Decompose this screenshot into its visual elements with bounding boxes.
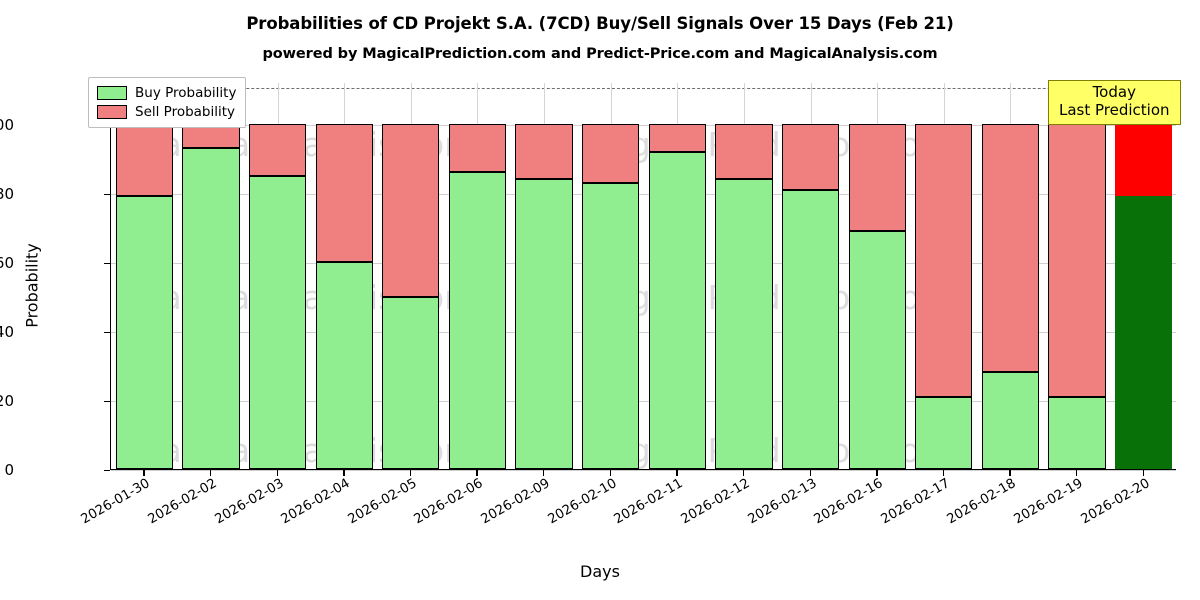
bar-segment-buy[interactable] [848, 230, 906, 469]
bar-segment-sell[interactable] [915, 124, 973, 397]
bar-2026-02-11[interactable] [648, 82, 706, 469]
bar-segment-sell[interactable] [582, 124, 640, 183]
y-axis-tick-80: 80 [0, 185, 14, 203]
gridline-y-100 [111, 125, 1176, 126]
y-axis-tickmark-0 [104, 470, 110, 472]
bar-segment-buy[interactable] [182, 148, 240, 469]
bar-2026-02-16[interactable] [848, 82, 906, 469]
legend: Buy Probability Sell Probability [88, 77, 247, 128]
gridline-y-20 [111, 401, 1176, 402]
bar-2026-02-17[interactable] [915, 82, 973, 469]
bar-segment-sell[interactable] [715, 124, 773, 180]
bar-2026-02-04[interactable] [315, 82, 373, 469]
x-axis-tickmark-2026-02-16 [876, 470, 878, 476]
bar-segment-buy[interactable] [315, 262, 373, 469]
bar-2026-02-18[interactable] [981, 82, 1040, 469]
x-axis-tickmark-2026-02-20 [1142, 470, 1145, 476]
x-axis-label: Days [580, 562, 620, 581]
bar-segment-buy[interactable] [448, 172, 507, 469]
legend-swatch-sell-icon [97, 104, 127, 119]
bar-segment-sell[interactable] [1048, 124, 1106, 397]
bar-segment-sell[interactable] [648, 124, 706, 152]
bar-segment-buy[interactable] [781, 189, 840, 469]
bar-2026-02-02[interactable] [182, 82, 240, 469]
bar-segment-sell[interactable] [848, 124, 906, 231]
bar-segment-buy[interactable] [915, 396, 973, 469]
bar-segment-buy[interactable] [981, 372, 1040, 469]
x-axis-tickmark-2026-02-05 [409, 470, 412, 476]
legend-item-buy: Buy Probability [97, 83, 236, 102]
y-axis-tick-20: 20 [0, 392, 14, 410]
bar-2026-01-30[interactable] [115, 82, 173, 469]
bar-segment-sell[interactable] [382, 124, 440, 297]
x-axis-tickmark-2026-02-02 [209, 470, 212, 476]
chart-subtitle: powered by MagicalPrediction.com and Pre… [262, 46, 938, 62]
x-axis-tickmark-2026-02-04 [343, 470, 345, 476]
bar-segment-sell[interactable] [248, 124, 307, 176]
bar-2026-02-13[interactable] [781, 82, 840, 469]
bar-2026-02-05[interactable] [382, 82, 440, 469]
x-axis-tickmark-2026-02-11 [676, 470, 678, 476]
y-axis-tickmark-20 [104, 401, 110, 403]
today-annotation-line1: Today [1092, 83, 1136, 101]
gridline-y-0 [111, 470, 1176, 471]
bar-segment-buy[interactable] [248, 175, 307, 469]
y-axis-tickmark-40 [104, 332, 110, 334]
bar-segment-buy[interactable] [582, 182, 640, 469]
x-axis-tickmark-2026-02-19 [1076, 470, 1078, 476]
legend-label-buy: Buy Probability [135, 84, 237, 101]
bar-segment-sell[interactable] [515, 124, 573, 180]
bar-2026-02-10[interactable] [582, 82, 640, 469]
x-axis-tickmark-2026-02-03 [276, 470, 278, 476]
x-axis-tickmark-2026-02-06 [476, 470, 478, 476]
bar-2026-02-06[interactable] [448, 82, 507, 469]
bar-segment-buy[interactable] [1048, 396, 1106, 469]
x-axis-tickmark-2026-02-18 [1009, 470, 1011, 476]
bar-segment-buy[interactable] [115, 196, 173, 469]
x-axis-tickmark-2026-02-17 [942, 470, 945, 476]
y-axis-tick-40: 40 [0, 323, 14, 341]
y-axis-tick-0: 0 [4, 461, 14, 479]
today-annotation-box: Today Last Prediction [1048, 80, 1181, 126]
gridline-top-dashed [111, 88, 1176, 89]
bar-segment-sell[interactable] [781, 124, 840, 190]
bar-segment-sell[interactable] [981, 124, 1040, 373]
legend-label-sell: Sell Probability [135, 103, 236, 120]
bar-segment-sell[interactable] [448, 124, 507, 173]
x-axis-tickmark-2026-02-12 [742, 470, 745, 476]
legend-item-sell: Sell Probability [97, 102, 236, 121]
bar-2026-02-12[interactable] [715, 82, 773, 469]
x-axis-tickmark-2026-01-30 [143, 470, 145, 476]
y-axis-tickmark-80 [104, 194, 110, 196]
bar-segment-buy[interactable] [1115, 196, 1173, 469]
plot-area: MagicalAnalysis.comMagicalPrediction.com… [110, 82, 1176, 471]
gridline-y-80 [111, 194, 1176, 195]
bar-2026-02-20[interactable] [1115, 82, 1173, 469]
bar-segment-buy[interactable] [515, 179, 573, 469]
x-axis-tickmark-2026-02-09 [543, 470, 545, 476]
bar-segment-buy[interactable] [715, 179, 773, 469]
bar-segment-sell[interactable] [115, 124, 173, 197]
bar-2026-02-09[interactable] [515, 82, 573, 469]
y-axis-tickmark-60 [104, 263, 110, 265]
bar-segment-sell[interactable] [1115, 124, 1173, 197]
bar-2026-02-03[interactable] [248, 82, 307, 469]
bar-segment-sell[interactable] [315, 124, 373, 262]
bar-2026-02-19[interactable] [1048, 82, 1106, 469]
x-axis-tickmark-2026-02-13 [809, 470, 811, 476]
gridline-y-40 [111, 332, 1176, 333]
y-axis-tick-60: 60 [0, 254, 14, 272]
y-axis-label: Probability [22, 243, 42, 328]
gridline-y-60 [111, 263, 1176, 264]
today-annotation-line2: Last Prediction [1059, 100, 1170, 119]
bar-segment-buy[interactable] [648, 151, 706, 469]
x-axis-tickmark-2026-02-10 [609, 470, 612, 476]
bar-segment-buy[interactable] [382, 296, 440, 469]
legend-swatch-buy-icon [97, 85, 127, 100]
y-axis-tick-100: 100 [0, 116, 14, 134]
chart-title: Probabilities of CD Projekt S.A. (7CD) B… [246, 14, 954, 33]
